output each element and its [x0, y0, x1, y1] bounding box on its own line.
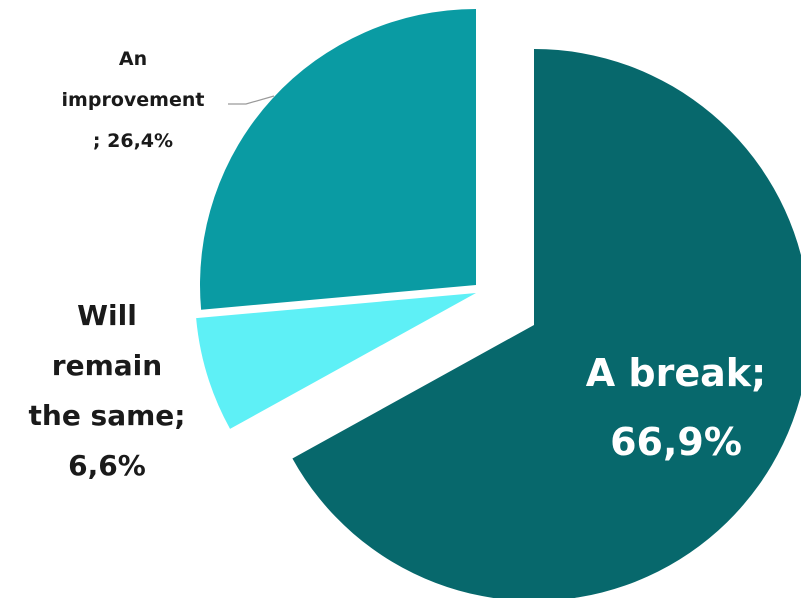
- slice-will-remain-the-same-label-line: remain: [52, 349, 162, 382]
- slice-an-improvement-label: An improvement ; 26,4%: [62, 48, 205, 152]
- pie-slices: [196, 9, 801, 598]
- slice-will-remain-the-same-label-line: 6,6%: [68, 449, 146, 482]
- slice-an-improvement: [200, 9, 476, 310]
- pie-labels: A break; 66,9% Will remain the same; 6,6% An im…: [29, 48, 767, 482]
- slice-a-break-label-line: 66,9%: [610, 420, 742, 464]
- slice-an-improvement-label-line: An: [119, 48, 147, 70]
- slice-will-remain-the-same-label-line: the same;: [29, 399, 186, 432]
- improvement-leader-line: [228, 95, 275, 105]
- slice-will-remain-the-same-label-line: Will: [77, 299, 137, 332]
- slice-an-improvement-label-line: ; 26,4%: [93, 130, 173, 152]
- slice-will-remain-the-same-label: Will remain the same; 6,6%: [29, 299, 186, 482]
- slice-a-break-label-line: A break;: [586, 351, 766, 395]
- slice-a-break-label: A break; 66,9%: [586, 351, 766, 464]
- slice-an-improvement-label-line: improvement: [62, 89, 205, 111]
- slice-will-remain-the-same: [196, 293, 476, 429]
- slice-a-break: [292, 49, 801, 598]
